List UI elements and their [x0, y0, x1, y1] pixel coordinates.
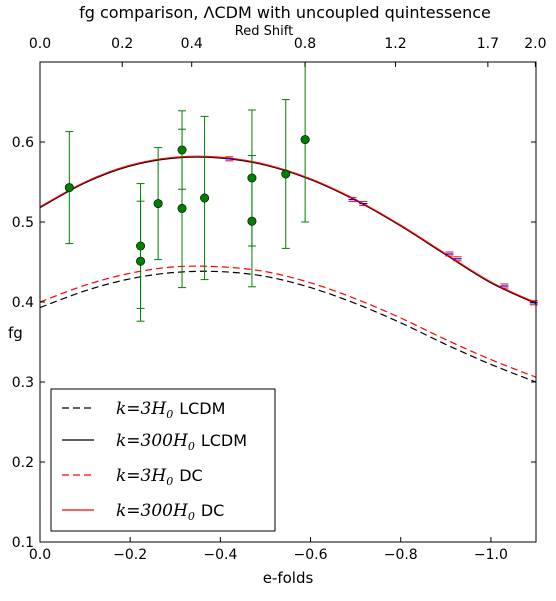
data-point-6	[200, 193, 210, 203]
y-tick-label: 0.4	[12, 295, 34, 311]
y-tick-label: 0.6	[12, 135, 34, 151]
y-tick-label: 0.3	[12, 375, 34, 391]
data-point-3	[153, 199, 163, 209]
top-tick-label: 1.2	[384, 36, 406, 52]
top-tick-label: 0.8	[294, 36, 316, 52]
x-axis-label: e-folds	[263, 569, 314, 587]
data-point-10	[300, 135, 310, 145]
top-axis-label: Red Shift	[235, 24, 293, 39]
top-tick-label: 0.2	[111, 36, 133, 52]
series-layer	[39, 155, 537, 383]
x-tick-label: −1.0	[474, 547, 508, 563]
y-tick-label: 0.1	[12, 535, 34, 551]
legend: k=3H0 LCDM k=300H0 LCDM k=3H0 DC k=300H0 DC	[50, 388, 276, 532]
top-tick-label: 0.0	[29, 36, 51, 52]
y-tick-label: 0.2	[12, 455, 34, 471]
top-tick-label: 1.7	[477, 36, 499, 52]
x-tick-label: −0.8	[384, 547, 418, 563]
data-point-8	[247, 216, 257, 226]
axes-ticks: 0.0 −0.2 −0.4 −0.6 −0.8 −1.0 0.1 0.2 0.3 0.4 0.5 0.…	[12, 36, 547, 563]
x-tick-label: −0.2	[113, 547, 147, 563]
data-point-2	[136, 256, 146, 266]
chart-title: fg comparison, ΛCDM with uncoupled quint…	[79, 3, 491, 22]
y-tick-label: 0.5	[12, 215, 34, 231]
observation-points	[64, 62, 310, 322]
legend-label-1: k=300H0 LCDM	[116, 431, 247, 453]
x-tick-label: 0.0	[29, 547, 51, 563]
legend-label-2: k=3H0 DC	[116, 466, 203, 488]
legend-box	[50, 388, 276, 532]
data-point-9	[281, 169, 291, 179]
data-point-0	[64, 183, 74, 193]
series-line-2	[39, 265, 537, 378]
forecast-markers	[225, 156, 538, 306]
legend-label-3: k=300H0 DC	[116, 501, 224, 523]
top-tick-label: 2.0	[524, 36, 546, 52]
top-tick-label: 0.4	[181, 36, 203, 52]
legend-label-0: k=3H0 LCDM	[116, 399, 225, 421]
y-axis-label: fg	[8, 324, 23, 342]
x-tick-label: −0.4	[203, 547, 237, 563]
data-point-5	[177, 203, 187, 213]
series-line-0	[39, 270, 537, 383]
x-tick-label: −0.6	[294, 547, 328, 563]
